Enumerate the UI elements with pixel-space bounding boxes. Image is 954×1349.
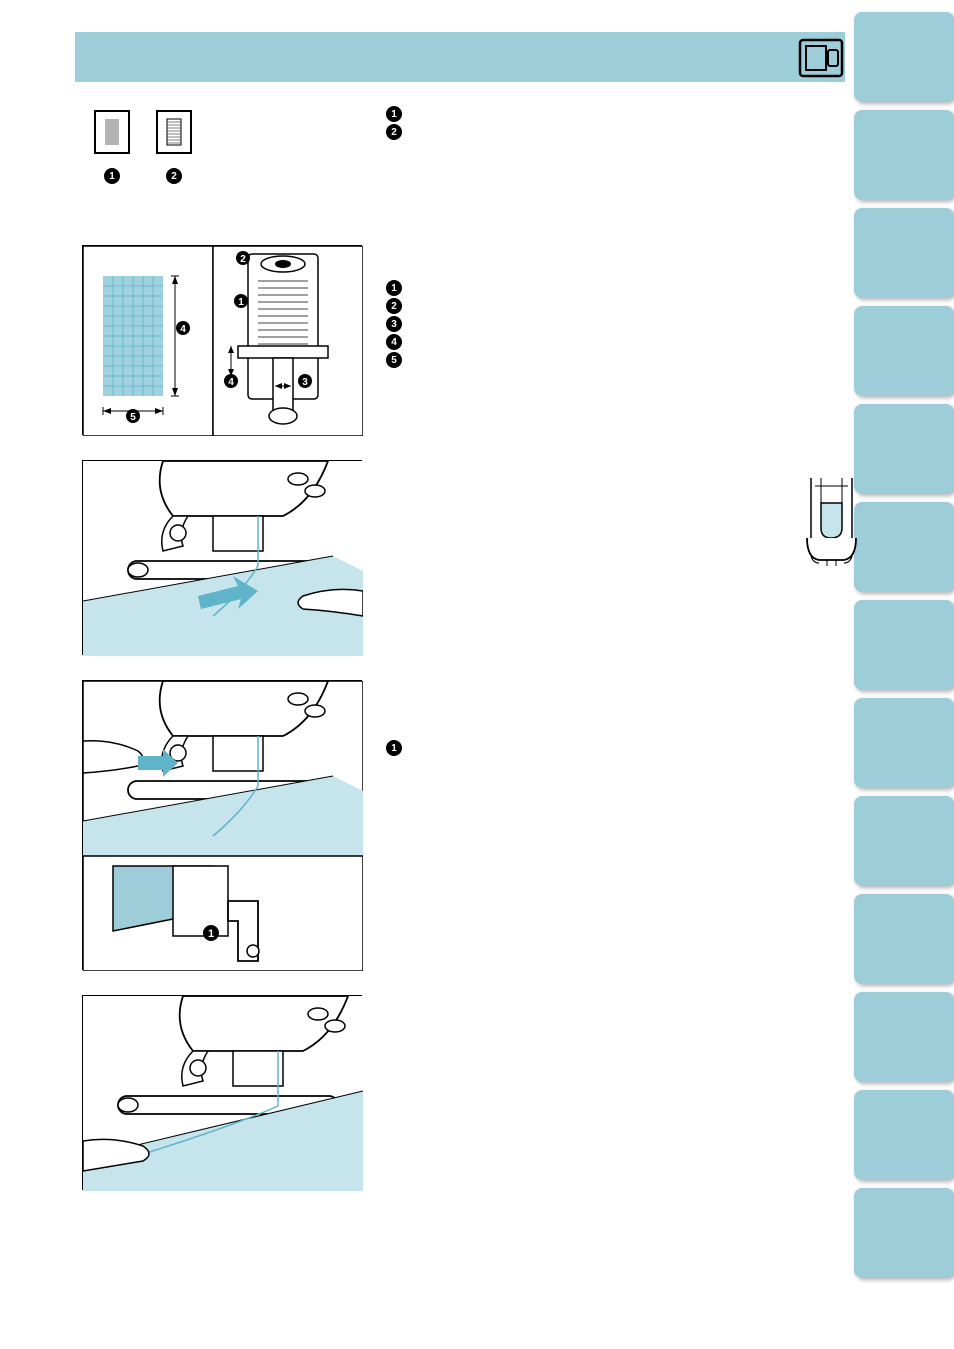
callout-number: 2 xyxy=(386,298,402,314)
section-tab[interactable] xyxy=(854,1188,954,1278)
section-header-bar xyxy=(75,32,845,82)
presser-foot-header-icon xyxy=(798,38,844,78)
section-tab[interactable] xyxy=(854,894,954,984)
callout-number: 4 xyxy=(386,334,402,350)
right-tab-column xyxy=(854,0,954,1349)
svg-text:3: 3 xyxy=(302,377,308,388)
callout-number: 1 xyxy=(386,740,402,756)
step-1-diagram xyxy=(82,460,362,655)
presser-foot-inset-diagram xyxy=(799,478,864,578)
section-tab[interactable] xyxy=(854,404,954,494)
callout-number: 1 xyxy=(386,106,402,122)
section-tab[interactable] xyxy=(854,796,954,886)
svg-text:4: 4 xyxy=(228,377,234,388)
svg-text:4: 4 xyxy=(180,324,186,335)
pattern-option-1 xyxy=(94,110,130,154)
pattern-number-2: 2 xyxy=(166,168,182,184)
section-tab[interactable] xyxy=(854,306,954,396)
svg-text:5: 5 xyxy=(130,412,136,423)
section-tab[interactable] xyxy=(854,208,954,298)
svg-text:1: 1 xyxy=(208,928,214,940)
callout-number: 3 xyxy=(386,316,402,332)
section-tab[interactable] xyxy=(854,110,954,200)
step-2-diagram: 1 xyxy=(82,680,362,970)
callout-number: 1 xyxy=(386,280,402,296)
pattern-option-2 xyxy=(156,110,192,154)
step-3-diagram xyxy=(82,995,362,1190)
section-tab[interactable] xyxy=(854,698,954,788)
callout-number: 2 xyxy=(386,124,402,140)
section-tab[interactable] xyxy=(854,12,954,102)
svg-text:1: 1 xyxy=(238,297,244,308)
callout-number: 5 xyxy=(386,352,402,368)
section-tab[interactable] xyxy=(854,992,954,1082)
pattern-number-1: 1 xyxy=(104,168,120,184)
section-tab[interactable] xyxy=(854,600,954,690)
size-measurement-diagram: 2 1 4 4 3 5 xyxy=(82,245,362,435)
section-tab[interactable] xyxy=(854,502,954,592)
svg-text:2: 2 xyxy=(240,254,246,265)
section-tab[interactable] xyxy=(854,1090,954,1180)
